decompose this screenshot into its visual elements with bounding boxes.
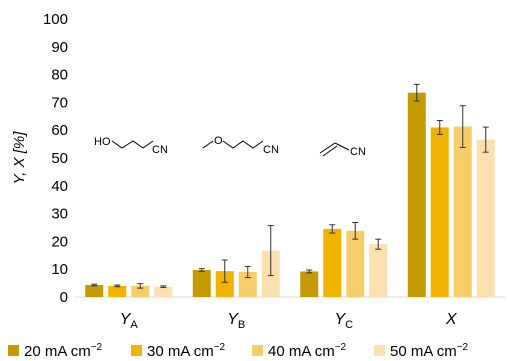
y-tick-label: 0 xyxy=(60,289,68,306)
molecule-a-right: CN xyxy=(152,144,168,156)
molecule-c-right: CN xyxy=(350,146,366,158)
category-labels: YA YB YC X xyxy=(120,311,458,331)
y-tick-label: 10 xyxy=(51,261,68,278)
legend-label: 50 mA cm−2 xyxy=(390,342,469,360)
y-tick-label: 70 xyxy=(51,94,68,111)
molecule-c-double-bond-2 xyxy=(322,145,338,157)
category-label: YA xyxy=(120,311,139,331)
molecule-c-double-bond-1 xyxy=(319,142,336,154)
category-label: X xyxy=(445,311,458,328)
legend-swatch xyxy=(131,345,142,356)
molecule-a-bonds xyxy=(111,140,154,149)
y-tick-label: 80 xyxy=(51,67,68,84)
bar xyxy=(215,271,234,297)
legend-label: 20 mA cm−2 xyxy=(24,342,103,360)
bar xyxy=(300,271,319,297)
bar xyxy=(85,285,104,297)
molecule-a: HO CN xyxy=(94,136,168,156)
bars xyxy=(85,83,495,297)
molecule-c-bond xyxy=(334,142,350,151)
molecule-b: O CN xyxy=(202,135,279,156)
molecule-b-left: O xyxy=(214,135,223,147)
bar xyxy=(108,285,127,297)
molecule-b-bonds xyxy=(222,140,264,149)
legend-swatch xyxy=(8,345,19,356)
category-label: YB xyxy=(227,311,245,331)
bar xyxy=(154,286,173,297)
y-axis-label: Y, X [%] xyxy=(11,131,28,185)
bar xyxy=(238,271,257,297)
category-label: YC xyxy=(334,311,353,331)
y-tick-label: 30 xyxy=(51,206,68,223)
molecule-c: CN xyxy=(319,142,366,158)
y-tick-label: 90 xyxy=(51,39,68,56)
bar xyxy=(346,230,365,297)
y-tick-label: 60 xyxy=(51,122,68,139)
bar xyxy=(453,126,472,297)
bar xyxy=(407,92,426,297)
bar xyxy=(131,285,150,297)
y-axis: 0 10 20 30 40 50 60 70 80 90 100 xyxy=(43,11,68,306)
molecule-a-left: HO xyxy=(94,136,111,148)
y-tick-label: 40 xyxy=(51,178,68,195)
y-tick-label: 100 xyxy=(43,11,68,28)
molecule-b-bond-left xyxy=(202,140,214,149)
bar xyxy=(430,127,449,297)
legend-swatch xyxy=(374,345,385,356)
legend: 20 mA cm−2 30 mA cm−2 40 mA cm−2 50 mA cm−2 xyxy=(8,342,469,360)
y-tick-label: 20 xyxy=(51,233,68,250)
y-tick-label: 50 xyxy=(51,150,68,167)
bar xyxy=(192,270,211,297)
bar xyxy=(323,228,342,297)
legend-label: 30 mA cm−2 xyxy=(147,342,226,360)
legend-label: 40 mA cm−2 xyxy=(268,342,347,360)
bar xyxy=(369,244,388,297)
legend-swatch xyxy=(252,345,263,356)
molecule-b-right: CN xyxy=(263,144,279,156)
bar xyxy=(476,139,495,297)
